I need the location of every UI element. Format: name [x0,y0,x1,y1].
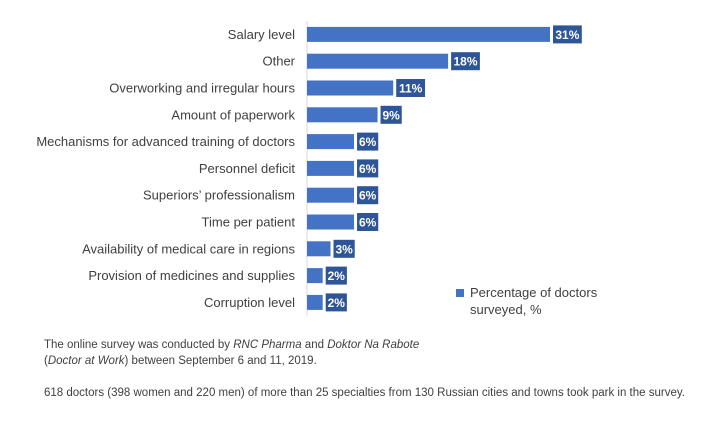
bar [307,214,355,230]
legend: Percentage of doctors surveyed, % [456,284,656,318]
data-label: 2% [328,269,346,283]
category-label: Amount of paperwork [171,107,295,122]
data-label-box [380,105,402,124]
data-label-box [325,266,347,285]
category-label: Time per patient [202,215,296,230]
bar [307,294,323,310]
survey-note-text: ) between September 6 and 11, 2019. [124,355,317,367]
category-label: Overworking and irregular hours [109,81,295,96]
sample-note: 618 doctors (398 women and 220 men) of m… [44,387,685,399]
data-label: 6% [359,189,377,203]
data-label-box [451,52,480,71]
data-label: 6% [359,216,377,230]
data-label: 6% [359,135,377,149]
survey-note-text: and [301,339,328,351]
bar [307,80,394,96]
bar [307,160,355,176]
category-label: Personnel deficit [199,161,295,176]
data-label: 3% [335,242,353,256]
bar [307,107,378,123]
category-label: Superiors’ professionalism [143,188,295,203]
category-label: Salary level [228,27,295,42]
bar [307,187,355,203]
survey-note-org1: RNC Pharma [233,339,302,351]
survey-note-org2: Doktor Na Rabote [327,339,420,351]
data-label: 2% [328,296,346,310]
data-label: 18% [453,55,477,69]
bar-chart: Salary level 31% Other 18% Overworking and i… [36,21,582,316]
data-label-box [396,79,426,97]
category-label: Mechanisms for advanced training of doct… [36,134,295,149]
category-label: Other [262,54,295,69]
data-label: 9% [382,108,400,122]
data-label-box [333,239,355,258]
data-label: 31% [555,28,579,42]
data-label-box [553,25,582,44]
survey-note-text: ( [44,355,48,367]
data-label-box [325,293,347,312]
survey-note-org2-translation: Doctor at Work [47,355,125,367]
data-label: 6% [359,162,377,176]
legend-label: Percentage of doctors surveyed, % [470,285,598,317]
bar [307,268,323,284]
survey-note: The online survey was conducted by RNC P… [44,337,694,369]
data-label-box [357,132,379,151]
bar [307,26,550,42]
legend-swatch [456,289,464,297]
bar [307,134,355,150]
data-label-box [357,213,379,231]
category-label: Provision of medicines and supplies [88,268,295,283]
data-label-box [357,186,379,205]
survey-note-text: The online survey was conducted by [44,339,234,351]
bar [307,53,449,69]
data-label: 11% [399,82,423,96]
category-label: Corruption level [204,295,295,310]
category-label: Availability of medical care in regions [82,241,295,256]
data-label-box [357,159,379,178]
bar [307,241,331,257]
